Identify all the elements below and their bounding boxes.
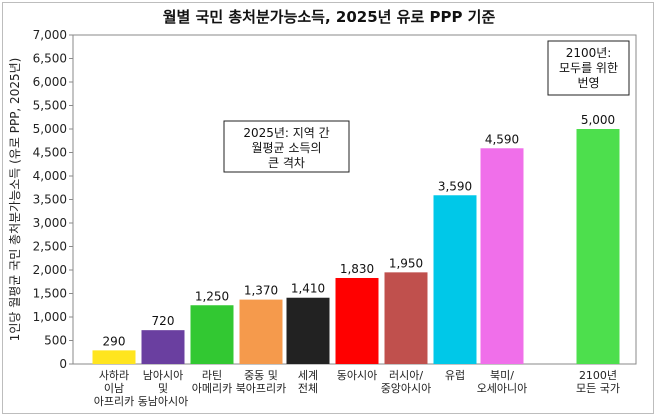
y-tick-label: 6,000 [33, 75, 67, 89]
x-tick-label: 아메리카 [192, 382, 232, 395]
y-tick-label: 3,500 [33, 193, 67, 207]
x-tick-label: 전체 [298, 382, 318, 395]
data-label: 3,590 [438, 179, 472, 193]
annotation-box [223, 120, 350, 173]
data-label: 1,410 [291, 282, 325, 296]
y-axis-label: 1인당 월평균 국민 총처분가능소득 (유로 PPP, 2025년) [8, 58, 22, 342]
annotation-text: 큰 격차 [268, 156, 305, 170]
y-tick-label: 500 [44, 334, 67, 348]
bar [384, 272, 428, 364]
data-label: 5,000 [581, 113, 615, 127]
x-tick-label: 아프리카 [94, 395, 134, 408]
x-tick-label: 오세아니아 [477, 382, 528, 395]
chart-frame: 월별 국민 총처분가능소득, 2025년 유로 PPP 기준 1인당 월평균 국민… [2, 2, 654, 414]
data-label: 720 [152, 314, 175, 328]
y-tick-label: 3,000 [33, 216, 67, 230]
x-tick-label: 사하라 [99, 368, 129, 382]
y-tick-label: 5,500 [33, 99, 67, 113]
annotation-text: 2025년: 지역 간 [243, 126, 329, 140]
y-tick-label: 5,000 [33, 122, 67, 136]
x-tick-label: 북아프리카 [236, 382, 287, 395]
y-tick-label: 1,000 [33, 310, 67, 324]
data-label: 1,370 [244, 284, 278, 298]
y-tick-label: 1,500 [33, 287, 67, 301]
bar [576, 129, 620, 364]
data-label: 290 [103, 334, 126, 348]
x-tick-label: 라틴 [202, 369, 222, 382]
annotation-text: 월평균 소득의 [251, 141, 321, 155]
x-tick-label: 및 [158, 382, 168, 395]
bar [335, 277, 379, 364]
x-tick-label: 중앙아시아 [381, 382, 432, 395]
bar [433, 195, 477, 364]
data-label: 1,830 [340, 262, 374, 276]
x-tick-label: 2100년 [579, 369, 617, 382]
bar [239, 299, 283, 364]
x-tick-label: 세계 [298, 369, 318, 382]
annotation-box [547, 40, 630, 96]
x-tick-label: 모든 국가 [576, 382, 620, 395]
y-tick-label: 6,500 [33, 52, 67, 66]
y-tick-label: 4,000 [33, 169, 67, 183]
bar [190, 305, 234, 364]
y-tick-label: 2,500 [33, 240, 67, 254]
data-label: 4,590 [485, 132, 519, 146]
x-tick-label: 동아시아 [337, 369, 377, 382]
y-tick-label: 7,000 [33, 28, 67, 42]
x-tick-label: 중동 및 [244, 369, 278, 382]
data-label: 1,250 [195, 289, 229, 303]
data-label: 1,950 [389, 256, 423, 270]
chart-title: 월별 국민 총처분가능소득, 2025년 유로 PPP 기준 [163, 8, 496, 26]
y-tick-label: 2,000 [33, 263, 67, 277]
bar [286, 297, 330, 364]
x-tick-label: 이남 [104, 382, 124, 395]
y-tick-label: 0 [59, 357, 67, 371]
bar [141, 330, 185, 364]
x-tick-label: 유럽 [445, 368, 465, 382]
x-tick-label: 동남아시아 [138, 395, 189, 408]
x-tick-label: 남아시아 [143, 369, 183, 382]
x-tick-label: 북미/ [490, 369, 514, 382]
bar-chart: 월별 국민 총처분가능소득, 2025년 유로 PPP 기준 1인당 월평균 국민… [8, 8, 637, 408]
y-tick-label: 4,500 [33, 146, 67, 160]
bar [92, 350, 136, 364]
x-tick-label: 러시아/ [389, 369, 423, 382]
annotation-text: 모두를 위한 [559, 61, 618, 75]
annotation-text: 번영 [577, 76, 599, 90]
bar [480, 148, 524, 364]
annotation-text: 2100년: [566, 46, 612, 60]
